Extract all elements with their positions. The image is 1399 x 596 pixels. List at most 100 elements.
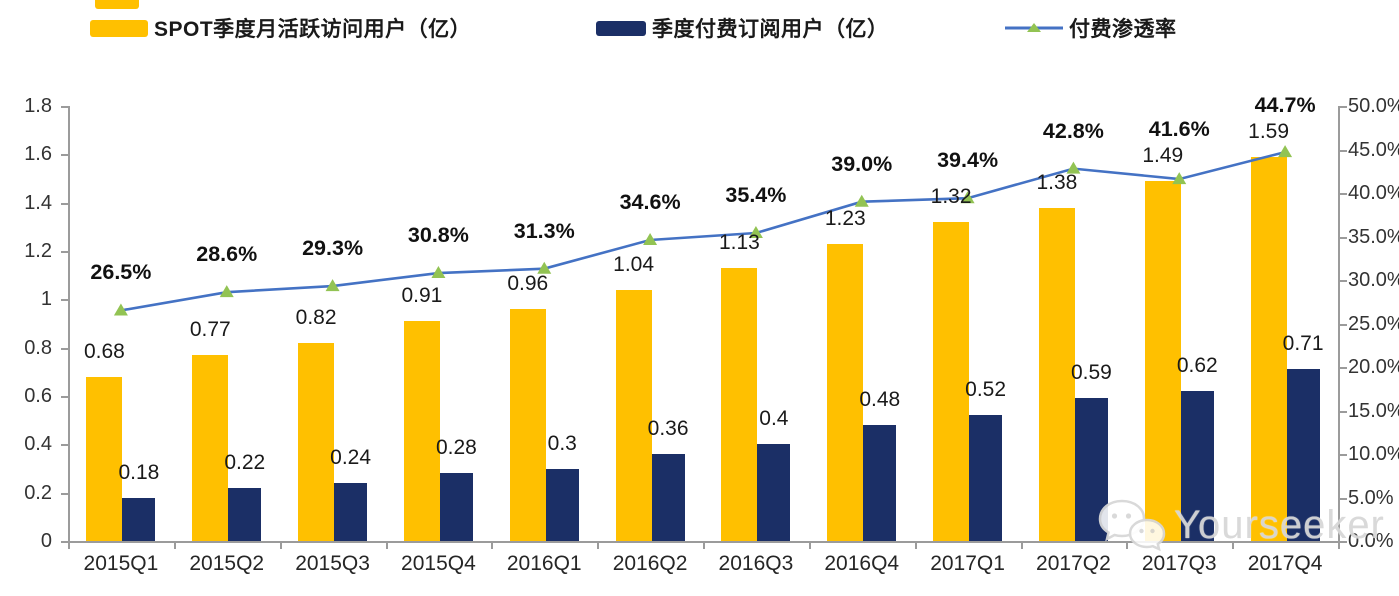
subs-value-label: 0.28 bbox=[435, 436, 477, 460]
mau-bar bbox=[509, 309, 546, 541]
x-axis-category-label: 2017Q4 bbox=[1247, 552, 1323, 575]
penetration-value-label: 34.6% bbox=[619, 189, 681, 214]
x-axis-line bbox=[68, 541, 1340, 543]
subs-value-label: 0.4 bbox=[759, 407, 789, 431]
mau-value-label: 0.96 bbox=[507, 272, 549, 295]
subs-bar-swatch bbox=[596, 20, 646, 36]
penetration-value-label: 35.4% bbox=[725, 183, 787, 208]
x-axis-tick bbox=[68, 543, 70, 549]
legend-item-mau: SPOT季度月活跃访问用户（亿） bbox=[90, 14, 471, 42]
left-axis-tick-label: 0.8 bbox=[24, 336, 52, 359]
right-axis-tick-label: 45.0% bbox=[1348, 138, 1399, 161]
penetration-value-label: 29.3% bbox=[302, 236, 364, 261]
penetration-marker bbox=[854, 194, 869, 207]
right-axis-tick bbox=[1340, 454, 1347, 456]
penetration-value-label: 44.7% bbox=[1254, 92, 1316, 117]
mau-value-label: 1.59 bbox=[1248, 119, 1290, 143]
right-axis-tick-label: 25.0% bbox=[1348, 312, 1399, 335]
subs-bar bbox=[334, 483, 368, 541]
mau-bar bbox=[86, 376, 123, 541]
right-axis-line bbox=[1338, 106, 1340, 541]
right-axis-tick bbox=[1340, 323, 1347, 326]
right-axis-tick bbox=[1340, 106, 1347, 108]
left-axis-tick-label: 1.2 bbox=[24, 240, 52, 262]
subs-bar bbox=[439, 473, 473, 541]
left-axis-tick bbox=[61, 202, 68, 205]
x-axis-tick bbox=[173, 543, 176, 549]
x-axis-tick bbox=[1020, 543, 1023, 549]
left-axis-tick bbox=[61, 251, 68, 253]
subs-bar bbox=[969, 415, 1003, 541]
right-axis-tick-label: 0.0% bbox=[1348, 530, 1394, 552]
penetration-value-label: 39.0% bbox=[831, 151, 893, 176]
left-axis-tick-label: 0.6 bbox=[24, 385, 52, 407]
left-axis-tick-label: 1 bbox=[40, 288, 52, 311]
left-axis-tick bbox=[61, 444, 68, 447]
right-axis-tick bbox=[1340, 236, 1347, 239]
x-axis-tick bbox=[597, 543, 600, 549]
x-axis-category-label: 2016Q1 bbox=[506, 552, 582, 575]
x-axis-tick bbox=[703, 543, 705, 549]
x-axis-category-label: 2017Q1 bbox=[930, 552, 1005, 575]
left-axis-tick-label: 0.2 bbox=[24, 481, 52, 504]
penetration-value-label: 30.8% bbox=[407, 223, 469, 248]
right-axis-tick-label: 20.0% bbox=[1348, 356, 1399, 378]
right-axis-tick-label: 10.0% bbox=[1348, 443, 1399, 465]
x-axis-category-label: 2015Q4 bbox=[401, 552, 476, 575]
left-axis-line bbox=[68, 106, 70, 541]
watermark: Yourseeker bbox=[1096, 496, 1385, 554]
right-axis-tick-label: 50.0% bbox=[1348, 95, 1399, 117]
x-axis-tick bbox=[1126, 543, 1129, 549]
mau-value-label: 0.77 bbox=[189, 317, 231, 341]
penetration-value-label: 31.3% bbox=[513, 218, 575, 243]
x-axis-category-label: 2016Q4 bbox=[824, 552, 900, 575]
subs-value-label: 0.36 bbox=[647, 417, 689, 440]
x-axis-category-label: 2015Q3 bbox=[295, 552, 370, 575]
subs-value-label: 0.48 bbox=[859, 388, 901, 411]
right-axis-tick bbox=[1340, 410, 1347, 413]
subs-value-label: 0.71 bbox=[1282, 332, 1324, 356]
right-axis-tick-label: 30.0% bbox=[1348, 269, 1399, 291]
penetration-marker bbox=[431, 266, 446, 279]
left-axis-tick bbox=[61, 106, 68, 108]
x-axis-tick bbox=[1338, 543, 1340, 549]
legend-label-subs: 季度付费订阅用户（亿） bbox=[652, 18, 889, 41]
subs-bar bbox=[1286, 369, 1320, 541]
subs-bar bbox=[122, 497, 156, 541]
left-axis-tick-label: 1.4 bbox=[24, 191, 52, 214]
penetration-marker bbox=[325, 279, 340, 292]
left-axis-tick-label: 1.6 bbox=[24, 143, 52, 166]
subs-value-label: 0.62 bbox=[1176, 354, 1218, 378]
x-axis-category-label: 2015Q2 bbox=[189, 552, 265, 575]
x-axis-category-label: 2015Q1 bbox=[83, 552, 159, 575]
right-axis-tick bbox=[1340, 193, 1347, 195]
mau-value-label: 1.32 bbox=[930, 185, 972, 208]
mau-bar bbox=[615, 289, 652, 541]
left-axis-tick bbox=[61, 154, 68, 157]
x-axis-category-label: 2017Q2 bbox=[1036, 552, 1111, 575]
subs-bar bbox=[1180, 391, 1214, 541]
penetration-value-label: 28.6% bbox=[196, 242, 258, 267]
penetration-value-label: 26.5% bbox=[90, 260, 152, 285]
x-axis-category-label: 2017Q3 bbox=[1141, 552, 1217, 575]
mau-value-label: 1.23 bbox=[824, 206, 866, 230]
left-axis-tick-label: 0 bbox=[40, 530, 52, 552]
subs-bar bbox=[757, 444, 791, 541]
right-axis-tick-label: 40.0% bbox=[1348, 182, 1399, 204]
right-axis-tick bbox=[1340, 280, 1347, 282]
x-axis-category-label: 2016Q3 bbox=[718, 552, 794, 575]
right-axis-tick bbox=[1340, 149, 1347, 152]
penetration-marker bbox=[113, 303, 128, 316]
subs-value-label: 0.59 bbox=[1070, 361, 1112, 385]
left-axis-tick bbox=[61, 347, 68, 350]
subs-value-label: 0.24 bbox=[330, 446, 372, 469]
mau-value-label: 1.13 bbox=[718, 230, 760, 254]
wechat-icon bbox=[1096, 496, 1166, 554]
subs-value-label: 0.22 bbox=[224, 450, 266, 474]
mau-bar-swatch bbox=[90, 19, 148, 37]
mau-bar bbox=[403, 321, 440, 541]
x-axis-category-label: 2016Q2 bbox=[612, 552, 688, 575]
penetration-value-label: 42.8% bbox=[1042, 118, 1104, 143]
penetration-line-swatch bbox=[1005, 21, 1063, 35]
